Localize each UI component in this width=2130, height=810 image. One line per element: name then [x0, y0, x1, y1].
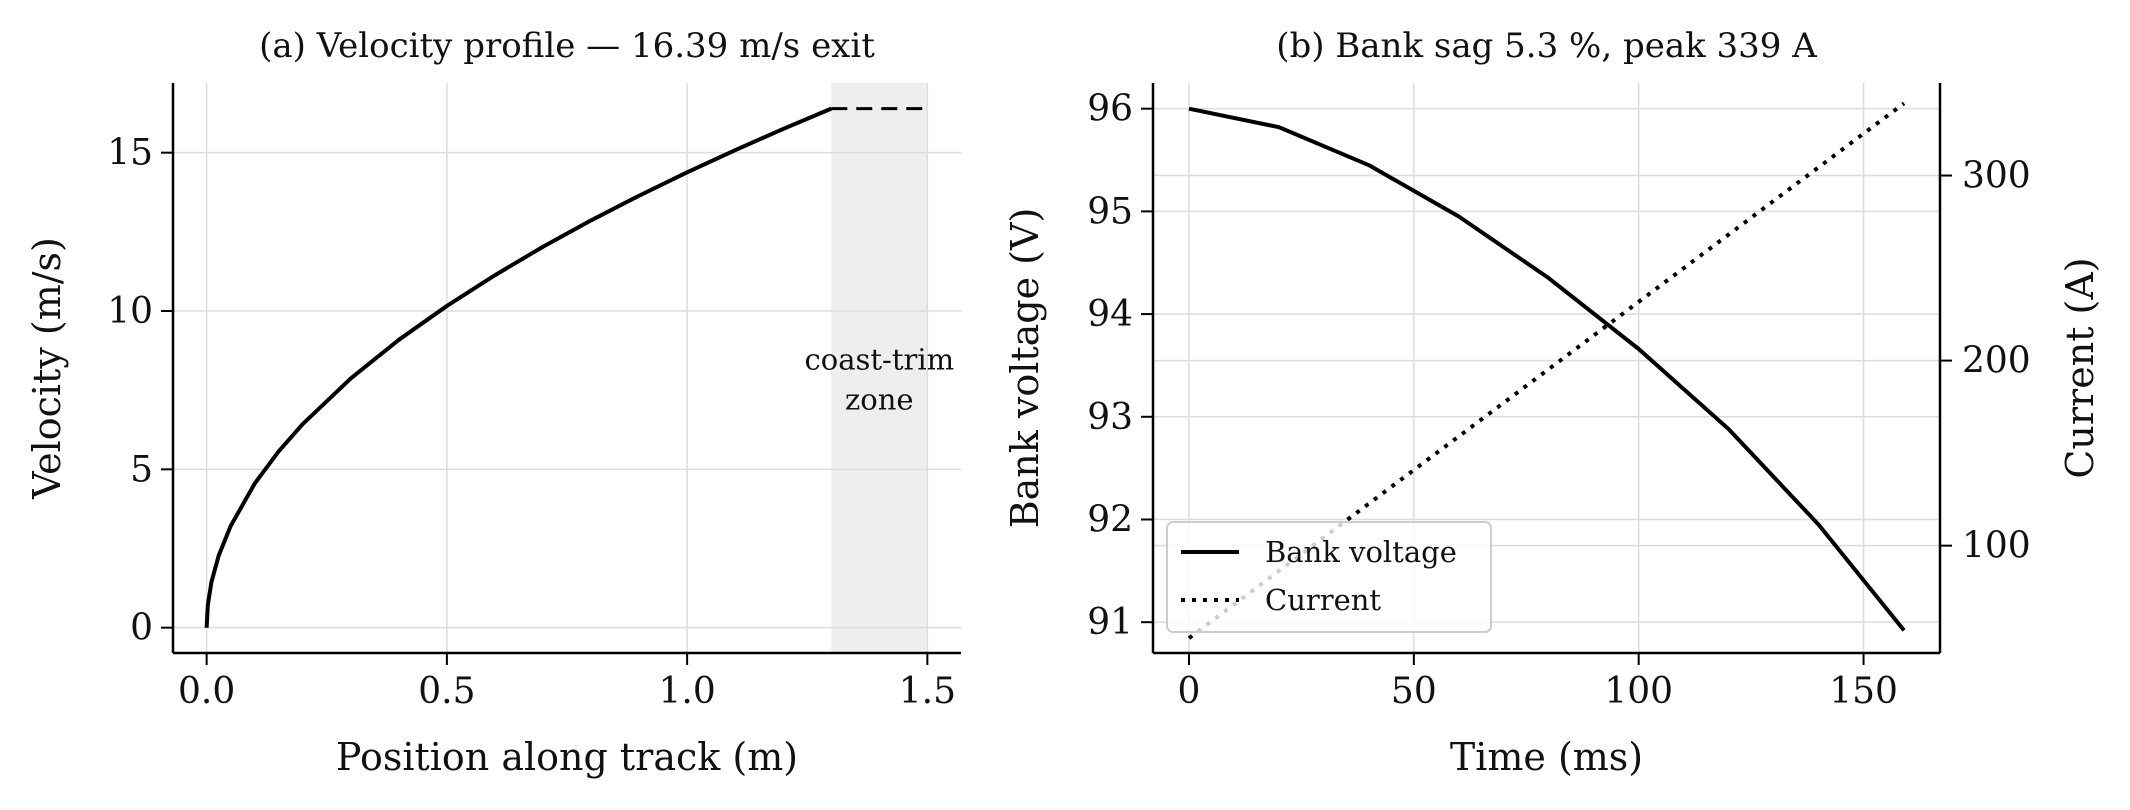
coast-trim-zone-rect — [831, 83, 928, 653]
y-tick-label-3: 15 — [107, 133, 153, 174]
y-tick-label-2: 10 — [107, 291, 153, 332]
panel-b-legend: Bank voltage Current — [1166, 521, 1492, 633]
coast-trim-zone-label-line-1: coast-trim — [805, 342, 955, 376]
panel-b-y2-axis-label: Current (A) — [2058, 257, 2102, 478]
x-tick-label-0: 0 — [1178, 671, 1201, 712]
panel-b-y-axis-label: Bank voltage (V) — [1003, 208, 1047, 529]
x-tick-label-0: 0.0 — [178, 671, 235, 712]
y-tick-label-0: 0 — [130, 608, 153, 649]
y-tick-label-5: 96 — [1087, 89, 1133, 130]
panel-b-series — [1187, 101, 1906, 640]
panel-b-bank-sag: 0 50 100 150 91 92 93 94 95 96 100 200 300 Bank vo… — [1003, 26, 2102, 779]
y2-tick-label-1: 200 — [1962, 341, 2031, 382]
legend-label-bank-voltage: Bank voltage — [1265, 535, 1457, 569]
panel-a-velocity: 0.0 0.5 1.0 1.5 0 5 10 15 coast-trim zone (a) … — [25, 26, 961, 779]
x-tick-label-3: 1.5 — [899, 671, 956, 712]
panel-a-title: (a) Velocity profile — 16.39 m/s exit — [259, 26, 875, 66]
y-tick-label-4: 95 — [1087, 191, 1133, 232]
y-tick-label-1: 5 — [130, 449, 153, 490]
y2-tick-label-2: 300 — [1962, 156, 2031, 197]
panel-b-title: (b) Bank sag 5.3 %, peak 339 A — [1276, 26, 1817, 66]
panel-a-grid — [173, 83, 961, 653]
y-tick-label-3: 94 — [1087, 294, 1133, 335]
x-tick-label-3: 150 — [1829, 671, 1898, 712]
legend-label-current: Current — [1265, 583, 1381, 617]
x-tick-label-1: 0.5 — [418, 671, 475, 712]
panel-a-series — [204, 106, 928, 628]
x-tick-label-1: 50 — [1391, 671, 1437, 712]
coast-trim-zone-shade — [831, 83, 928, 653]
coast-trim-zone-label-line-2: zone — [845, 382, 914, 416]
panel-a-y-axis-label: Velocity (m/s) — [25, 237, 69, 500]
panel-b-y-ticks: 91 92 93 94 95 96 — [1087, 89, 1153, 643]
panel-a-x-ticks: 0.0 0.5 1.0 1.5 — [178, 653, 956, 712]
bank-voltage-line — [1188, 106, 1906, 632]
velocity-curve — [204, 106, 833, 628]
legend-box — [1166, 521, 1492, 633]
panel-b-axes — [1151, 83, 1942, 655]
panel-b-x-ticks: 0 50 100 150 — [1178, 653, 1898, 712]
panel-a-axes — [171, 83, 961, 655]
panel-a-x-axis-label: Position along track (m) — [336, 735, 798, 779]
x-tick-label-2: 100 — [1604, 671, 1673, 712]
panel-a-y-ticks: 0 5 10 15 — [107, 133, 173, 649]
x-tick-label-2: 1.0 — [658, 671, 715, 712]
y-tick-label-2: 93 — [1087, 397, 1133, 438]
panel-b-x-axis-label: Time (ms) — [1450, 735, 1643, 779]
y2-tick-label-0: 100 — [1962, 526, 2031, 567]
y-tick-label-1: 92 — [1087, 499, 1133, 540]
y-tick-label-0: 91 — [1087, 602, 1133, 643]
panel-b-y2-ticks: 100 200 300 — [1940, 156, 2031, 567]
